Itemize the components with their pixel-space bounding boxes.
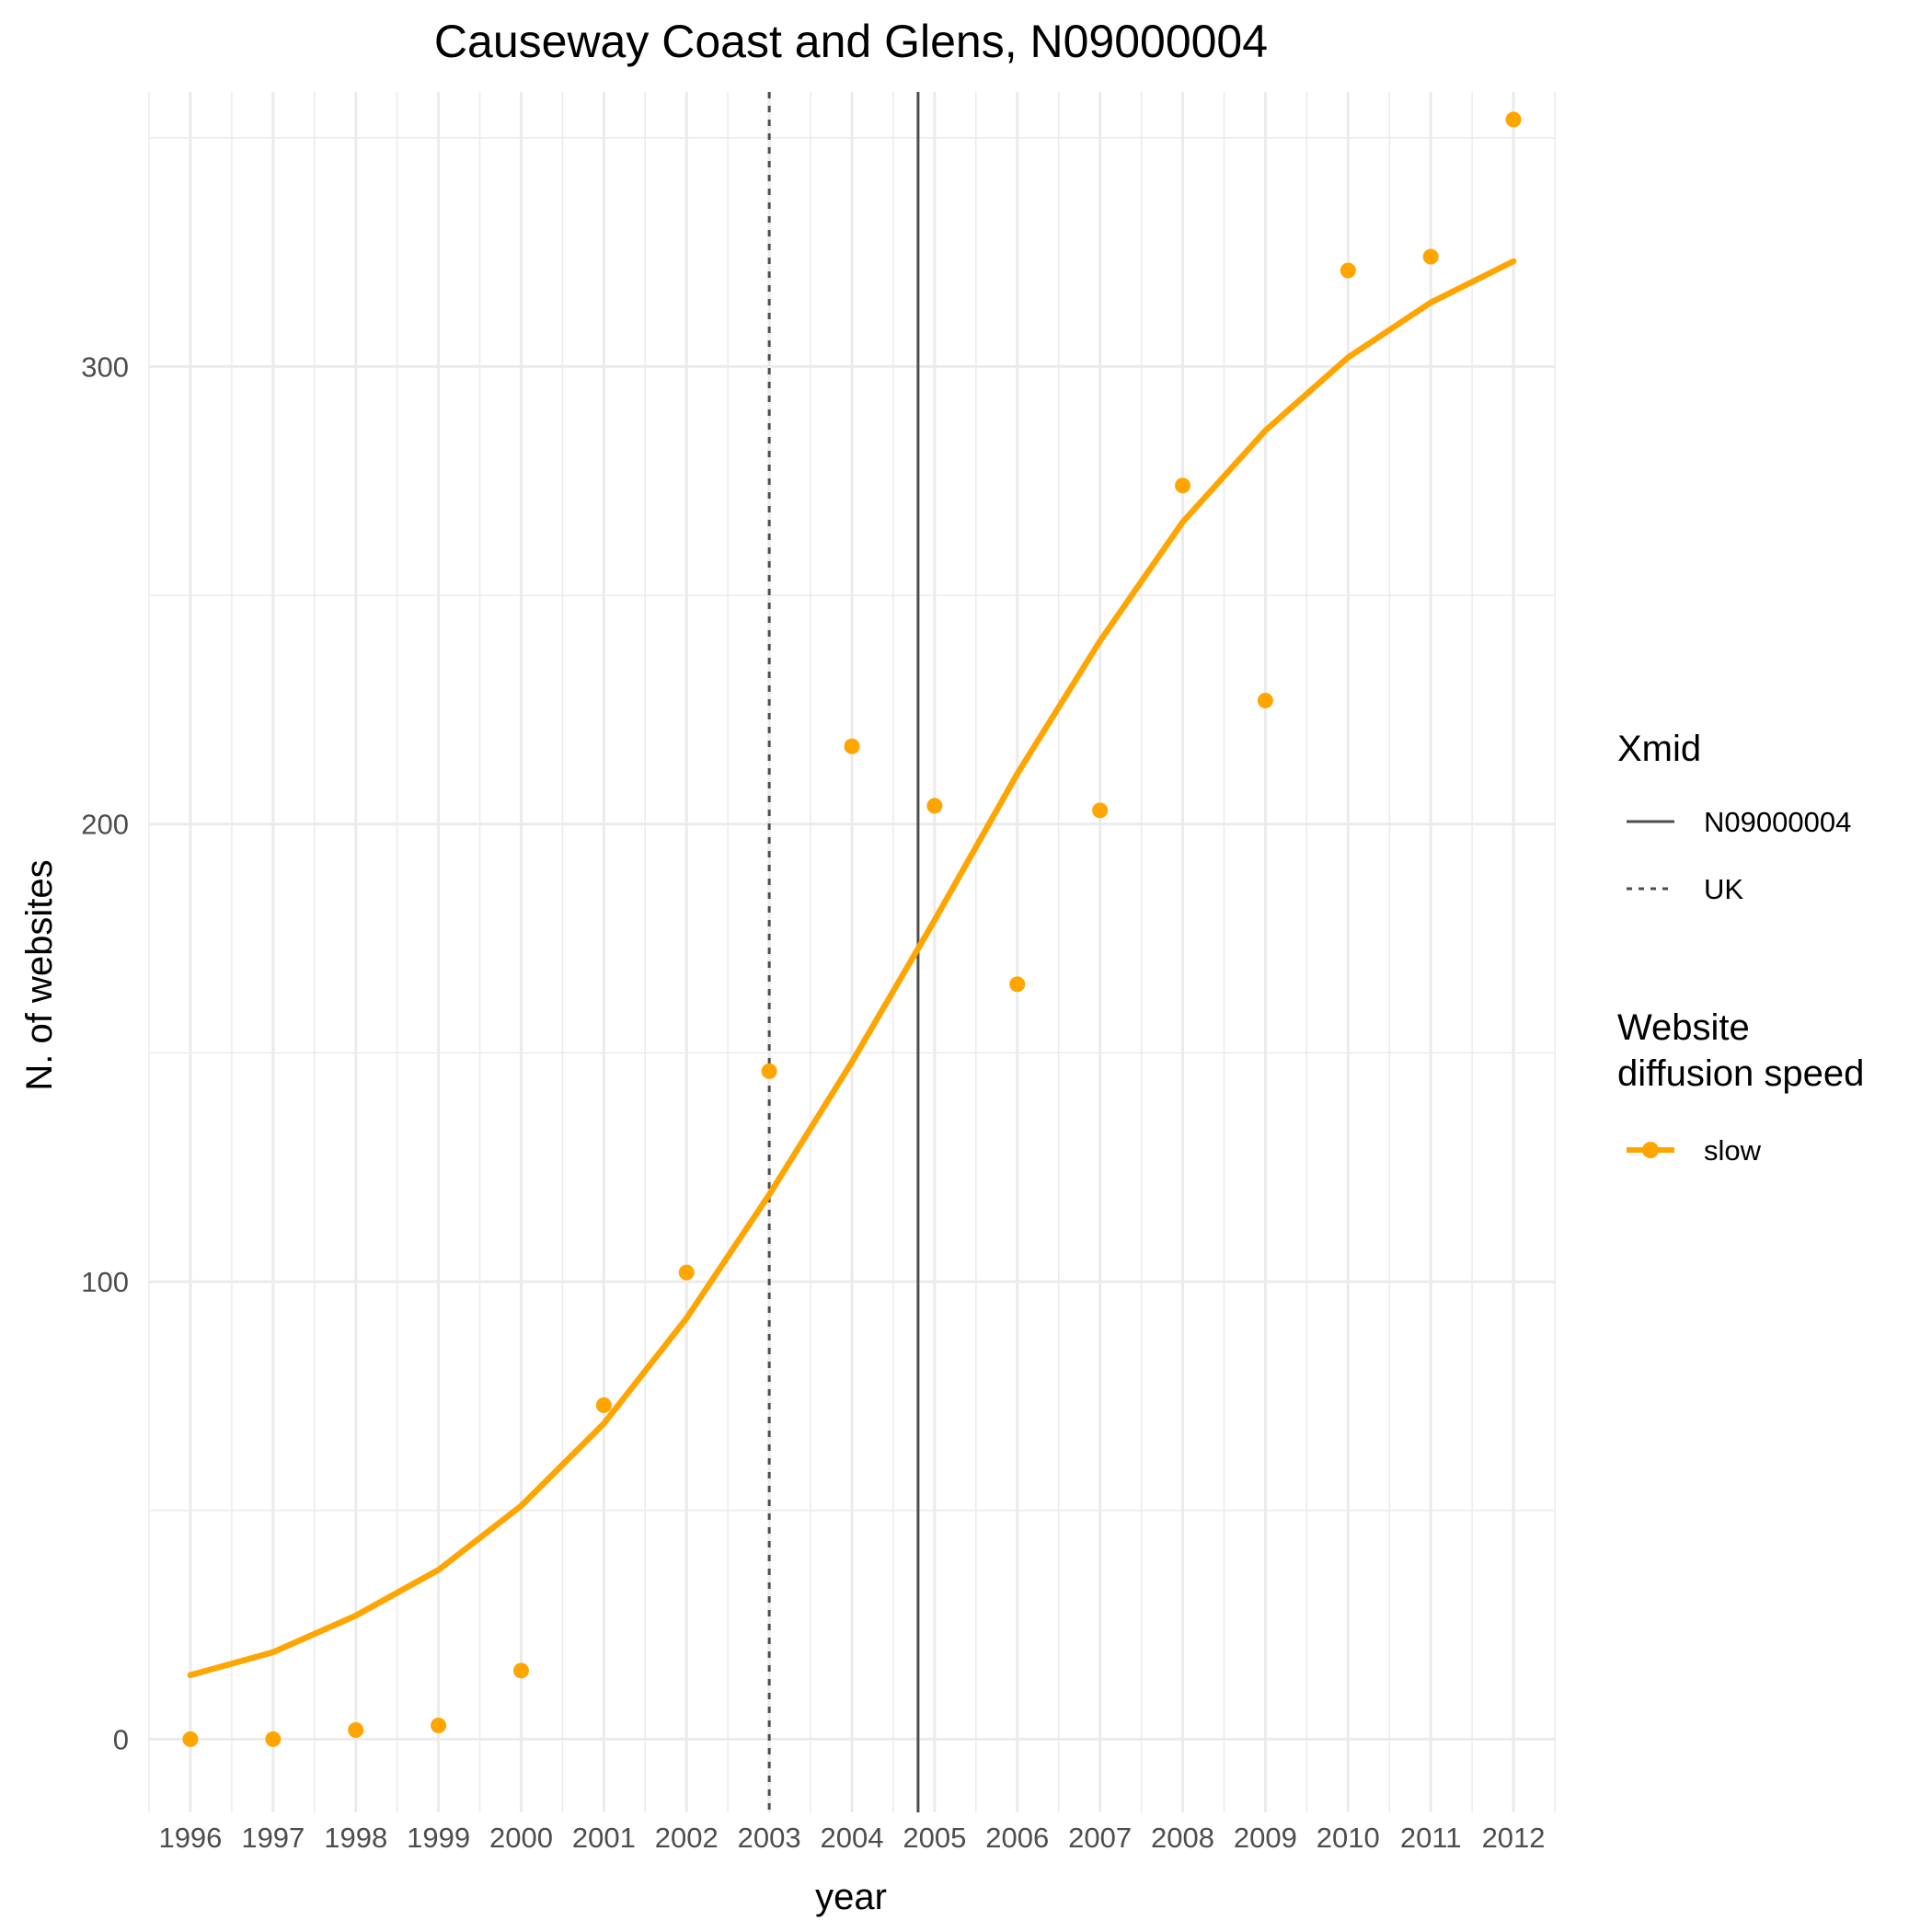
x-tick-label: 2011 [1400, 1822, 1462, 1854]
data-point [1340, 262, 1356, 279]
x-tick-label: 2003 [738, 1822, 801, 1854]
data-point [512, 1662, 529, 1679]
data-point [265, 1731, 282, 1747]
data-point [761, 1063, 777, 1079]
legend-item-uk: UK [1704, 873, 1743, 905]
x-tick-label: 1997 [241, 1822, 305, 1854]
x-axis-ticks: 1996 1997 1998 1999 2000 2001 2002 2003 2004 2005… [158, 1822, 1545, 1854]
x-tick-label: 2008 [1151, 1822, 1214, 1854]
data-point [431, 1718, 447, 1734]
legend-speed-title-line1: Website [1617, 1007, 1750, 1048]
legend-xmid-title: Xmid [1617, 729, 1701, 769]
data-point [1257, 692, 1273, 708]
y-tick-label: 100 [81, 1266, 129, 1298]
data-point [348, 1721, 364, 1738]
x-tick-label: 2006 [985, 1822, 1049, 1854]
chart-title: Causeway Coast and Glens, N09000004 [434, 16, 1268, 67]
legend-item-slow: slow [1704, 1134, 1762, 1167]
x-axis-title: year [815, 1877, 887, 1917]
y-tick-label: 200 [81, 809, 129, 841]
data-point [844, 738, 860, 754]
y-axis-ticks: 0 100 200 300 [81, 351, 129, 1755]
y-tick-label: 0 [113, 1723, 129, 1755]
minor-gridlines [148, 92, 1556, 1812]
major-gridlines [149, 92, 1555, 1812]
x-tick-label: 1999 [407, 1822, 470, 1854]
data-point [1422, 248, 1439, 265]
x-tick-label: 1996 [158, 1822, 222, 1854]
legend: Xmid N09000004 UK Website diffusion spee… [1617, 729, 1864, 1167]
y-axis-title: N. of websites [19, 859, 60, 1090]
x-tick-label: 2007 [1068, 1822, 1132, 1854]
x-tick-label: 2004 [821, 1822, 884, 1854]
x-tick-label: 2005 [903, 1822, 966, 1854]
series-slow-line [187, 258, 1517, 1679]
x-tick-label: 2009 [1234, 1822, 1297, 1854]
data-point [678, 1264, 695, 1281]
x-tick-label: 2000 [489, 1822, 553, 1854]
legend-item-n09000004: N09000004 [1704, 806, 1851, 838]
data-point [1175, 477, 1191, 494]
x-tick-label: 2001 [572, 1822, 636, 1854]
legend-speed-title-line2: diffusion speed [1617, 1053, 1864, 1094]
fitted-curve [187, 258, 1517, 1679]
data-point [926, 798, 943, 814]
data-points [182, 111, 1522, 1747]
x-tick-label: 2010 [1317, 1822, 1380, 1854]
data-point [595, 1397, 612, 1413]
reference-lines [767, 92, 920, 1812]
y-tick-label: 300 [81, 351, 129, 383]
x-tick-label: 2002 [655, 1822, 719, 1854]
data-point [182, 1731, 199, 1747]
legend-slow-point-swatch [1642, 1142, 1659, 1158]
data-point [1009, 976, 1026, 993]
x-tick-label: 1998 [324, 1822, 387, 1854]
data-point [1505, 111, 1522, 128]
data-point [1092, 802, 1109, 819]
x-tick-label: 2012 [1482, 1822, 1546, 1854]
